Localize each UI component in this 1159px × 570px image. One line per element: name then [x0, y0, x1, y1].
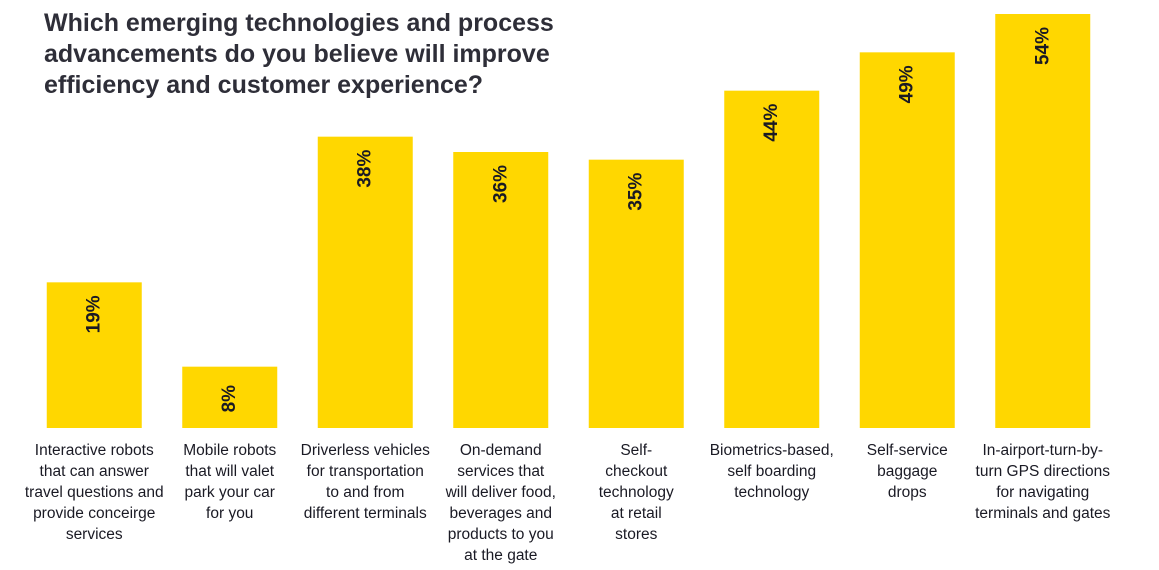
category-label-line: Mobile robots: [183, 442, 276, 459]
category-label-line: terminals and gates: [975, 505, 1111, 522]
bar-value-label: 44%: [761, 104, 782, 142]
bar-value-label: 36%: [490, 165, 511, 203]
category-label-line: different terminals: [304, 505, 427, 522]
category-label-line: stores: [615, 526, 657, 543]
bar-value-label: 54%: [1032, 27, 1053, 65]
category-label-line: provide conceirge: [33, 505, 155, 522]
bar-value-label: 35%: [626, 173, 647, 211]
category-label: On-demand services that will deliver food,…: [445, 442, 556, 564]
category-label-line: services that: [457, 463, 545, 480]
category-label-line: Self-service: [867, 442, 948, 459]
category-label-line: beverages and: [449, 505, 552, 522]
bar-4: [453, 152, 549, 428]
category-label-line: drops: [888, 484, 927, 501]
category-label-line: for you: [206, 505, 253, 522]
category-label-line: self boarding: [727, 463, 816, 480]
bar-7: [859, 52, 955, 428]
category-label-line: services: [66, 526, 123, 543]
bar-value-label: 19%: [84, 295, 105, 333]
category-label: Self-checkout technology at retail stores: [599, 442, 674, 543]
category-label: Driverless vehicles for transportation to …: [301, 442, 430, 522]
category-label: Mobile robots that will valet park your ca…: [183, 442, 276, 522]
bar-value-label: 38%: [355, 150, 376, 188]
category-label-line: to and from: [326, 484, 404, 501]
category-label-line: at retail: [611, 505, 662, 522]
category-label-line: turn GPS directions: [976, 463, 1111, 480]
category-label-line: Self-: [620, 442, 652, 459]
category-label-line: In-airport-turn-by-: [982, 442, 1103, 459]
category-label-line: that can answer: [40, 463, 149, 480]
category-label-line: On-demand: [460, 442, 542, 459]
category-label-line: for navigating: [996, 484, 1089, 501]
category-label-line: Interactive robots: [35, 442, 154, 459]
bar-6: [724, 90, 820, 429]
bar-3: [317, 136, 413, 428]
category-label-line: Biometrics-based,: [710, 442, 834, 459]
category-label-line: baggage: [877, 463, 937, 480]
category-label-line: technology: [599, 484, 674, 501]
category-label-line: travel questions and: [25, 484, 164, 501]
category-label-line: that will valet: [185, 463, 274, 480]
category-label: Biometrics-based, self boarding technology: [710, 442, 834, 501]
bar-value-label: 8%: [219, 385, 240, 413]
category-label-line: checkout: [605, 463, 668, 480]
category-label-line: at the gate: [464, 547, 537, 564]
category-label: Interactive robots that can answer travel …: [25, 442, 164, 543]
category-label-line: park your car: [185, 484, 275, 501]
category-label: Self-service baggage drops: [867, 442, 948, 501]
category-label-line: will deliver food,: [445, 484, 556, 501]
bar-1: [46, 282, 142, 428]
category-label: In-airport-turn-by-turn GPS directions fo…: [975, 442, 1111, 522]
category-label-line: technology: [734, 484, 809, 501]
category-label-line: Driverless vehicles: [301, 442, 430, 459]
bar-2: [182, 366, 278, 428]
category-label-line: for transportation: [307, 463, 424, 480]
bar-8: [995, 14, 1091, 428]
bar-value-label: 49%: [897, 65, 918, 103]
category-label-line: products to you: [448, 526, 554, 543]
bar-5: [588, 159, 684, 428]
chart-title: Which emerging technologies and process …: [44, 9, 554, 99]
